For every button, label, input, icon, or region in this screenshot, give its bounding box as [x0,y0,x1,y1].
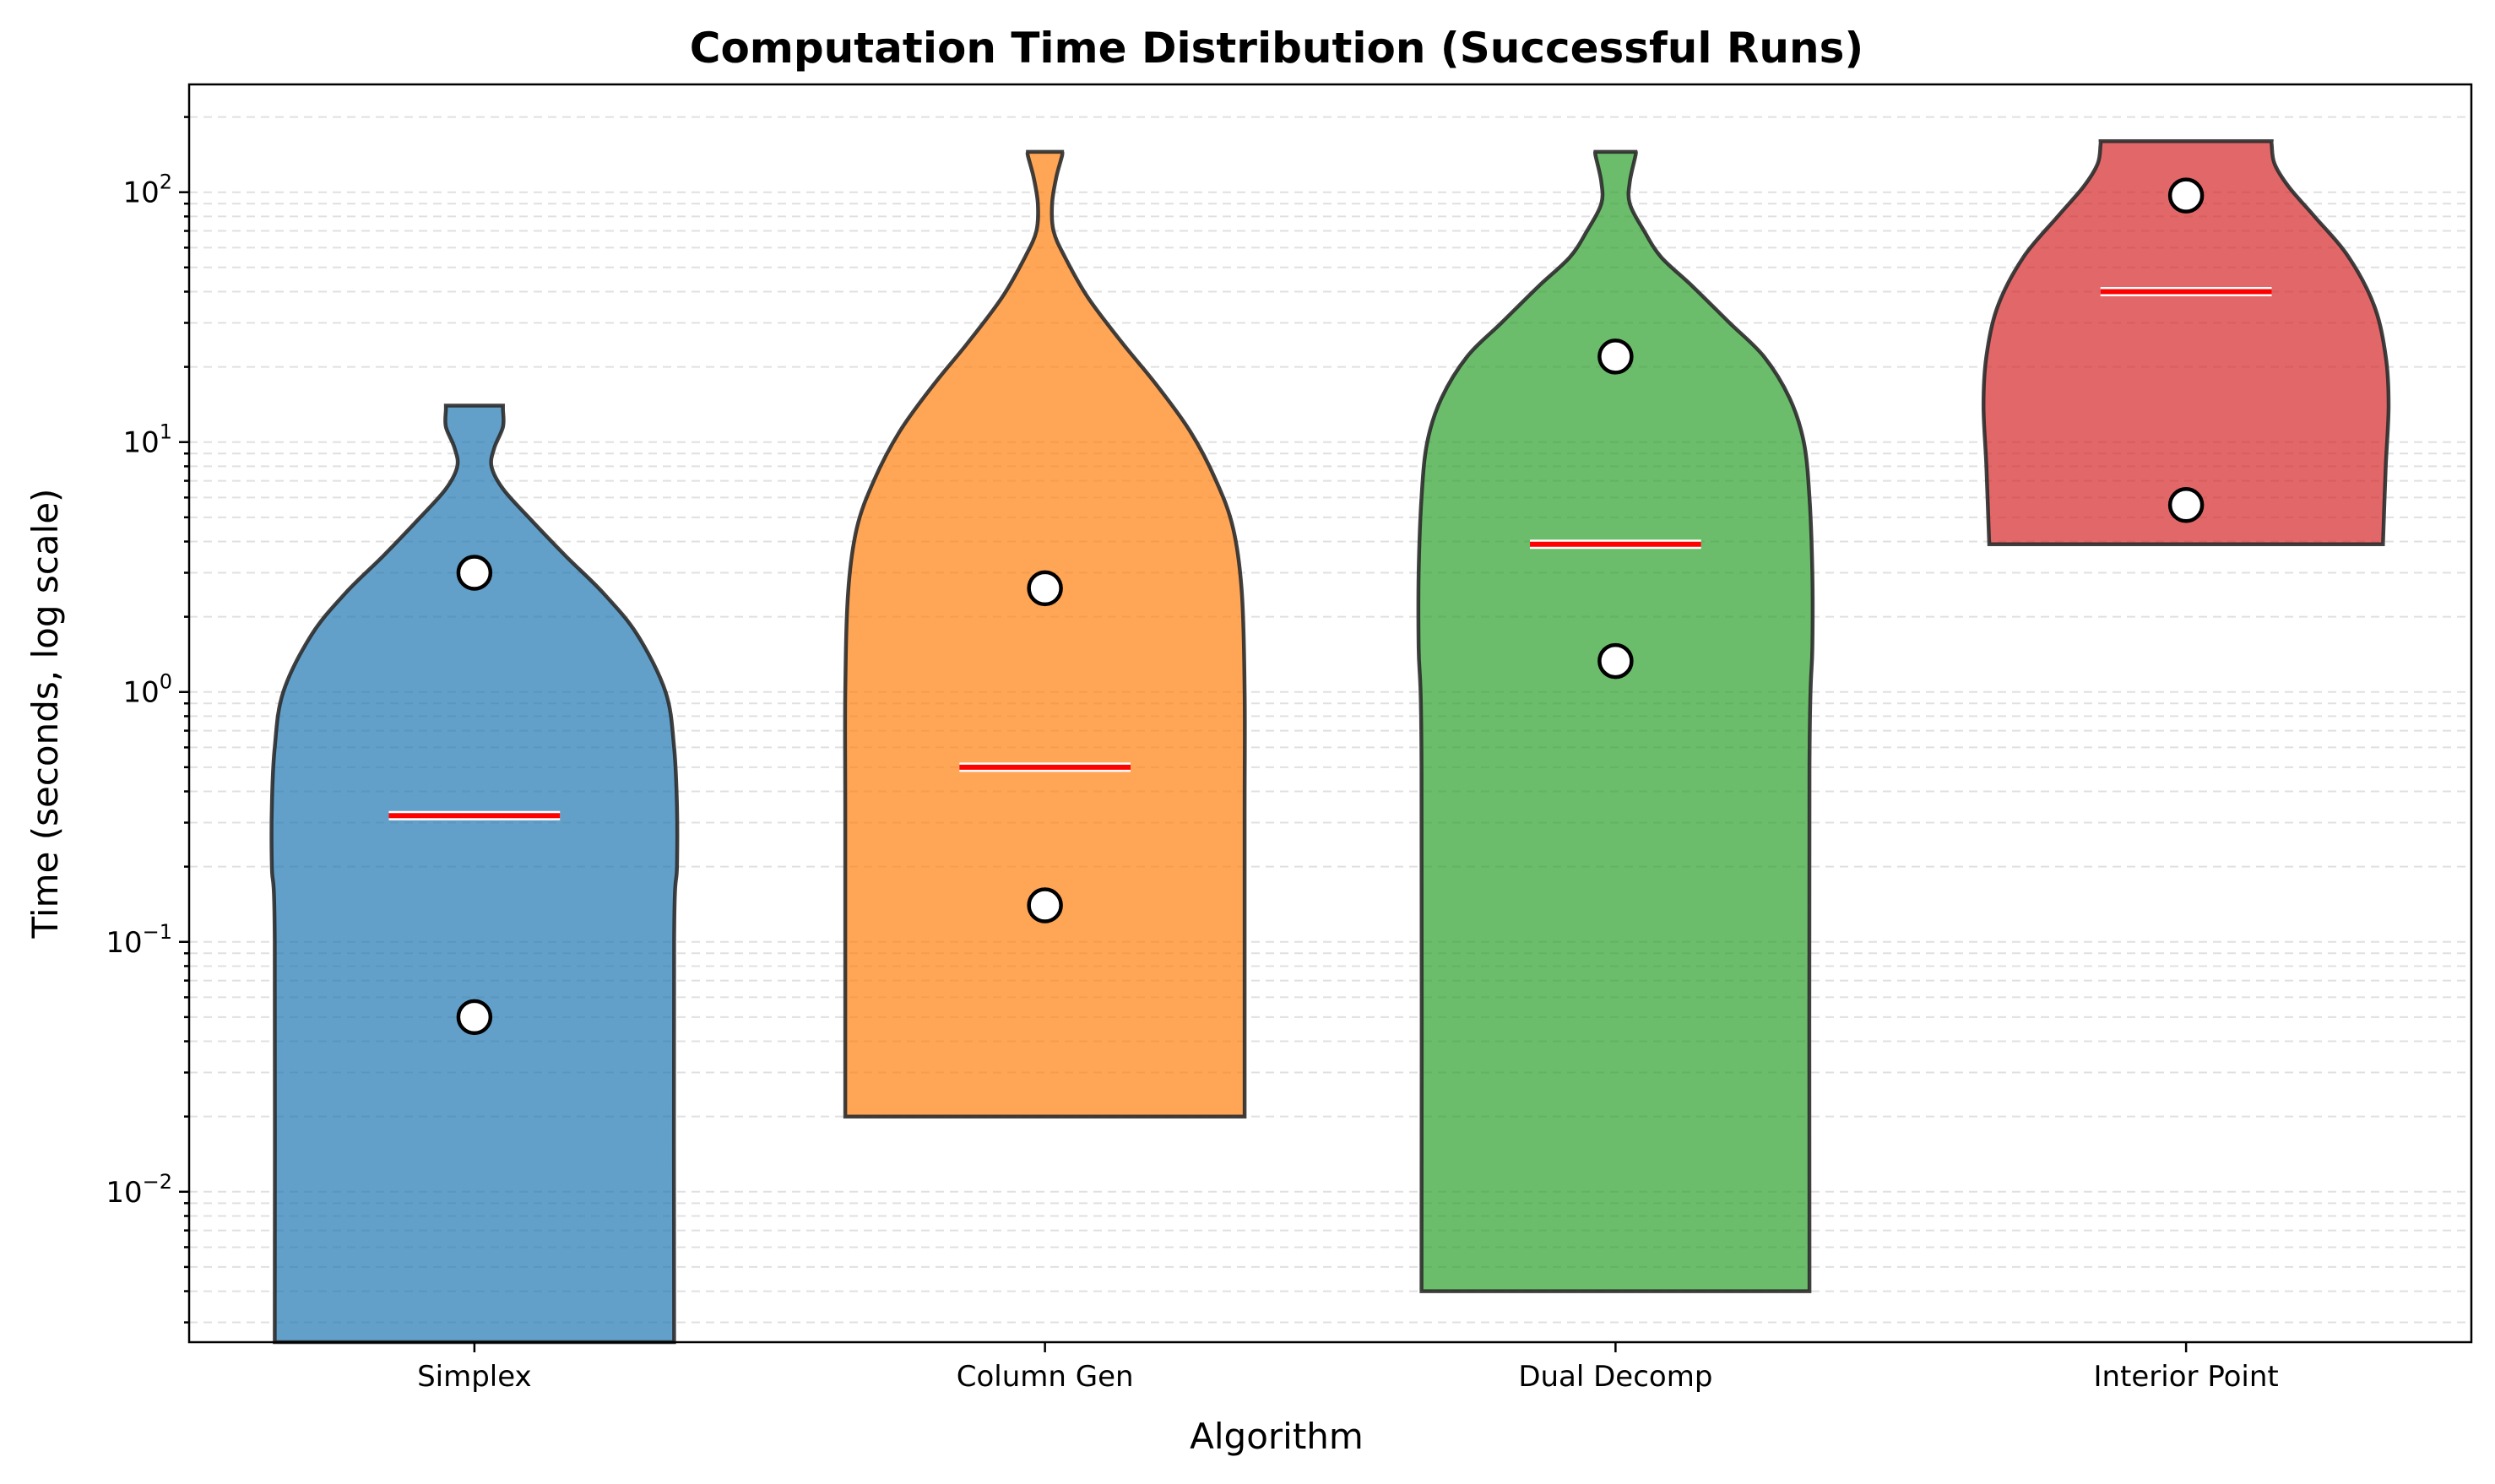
violin-simplex [269,403,680,1345]
data-point [456,555,493,591]
data-point [2167,177,2205,214]
violin-dual-decomp [1416,149,1815,1293]
x-tick-label: Dual Decomp [1518,1360,1712,1394]
data-point [2167,487,2205,523]
y-tick-label: 101 [122,420,172,460]
data-points [456,177,2205,1036]
data-point [1597,339,1634,375]
y-axis-ticks: 10−2 10−1 100 101 102 [106,116,189,1324]
data-point [1597,642,1634,680]
y-tick-label: 100 [122,670,172,710]
medians [388,286,2272,821]
x-tick-label: Simplex [417,1360,532,1394]
chart-title: Computation Time Distribution (Successfu… [690,24,1863,73]
violin-column-gen [843,149,1247,1118]
violins [269,139,2391,1345]
y-tick-label: 10−1 [106,920,172,960]
violin-interior-point [1981,139,2391,547]
y-axis-label: Time (seconds, log scale) [24,489,66,940]
plot-frame [187,83,2473,1344]
x-tick-label: Column Gen [957,1360,1134,1394]
x-axis-label: Algorithm [1190,1416,1364,1457]
data-point [456,999,493,1036]
y-tick-label: 102 [122,171,172,210]
data-point [1027,570,1063,607]
data-point [1027,887,1063,923]
x-axis-ticks: Simplex Column Gen Dual Decomp Interior Poi… [417,1342,2279,1394]
y-tick-label: 10−2 [106,1170,172,1210]
x-tick-label: Interior Point [2093,1360,2278,1394]
